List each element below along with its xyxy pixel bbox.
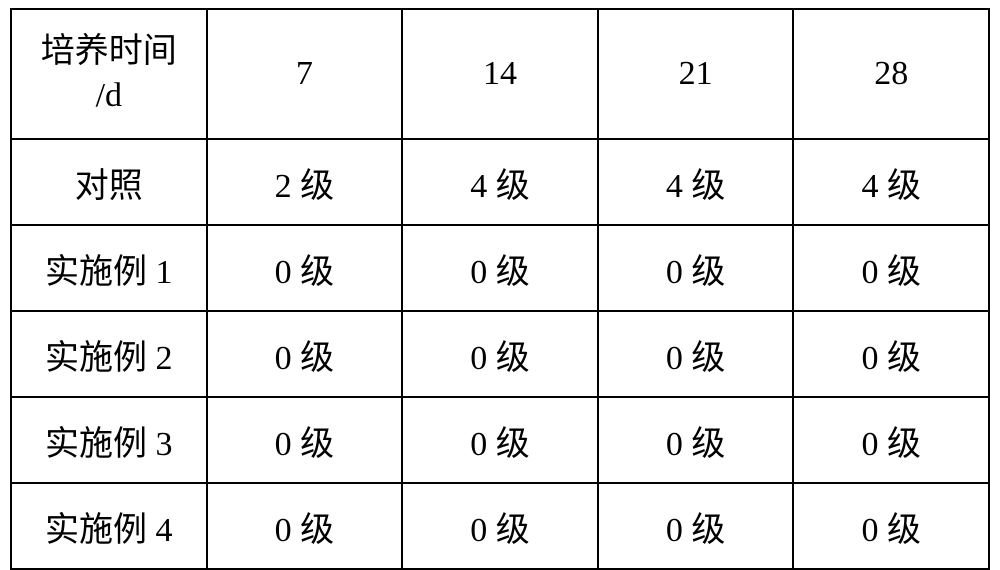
table-row: 对照 2 级 4 级 4 级 4 级 — [11, 139, 989, 225]
header-rowlabel-line1: 培养时间 — [12, 30, 206, 74]
row-cell: 0 级 — [207, 397, 403, 483]
row-cell: 0 级 — [793, 397, 989, 483]
row-cell: 0 级 — [598, 225, 794, 311]
row-cell: 0 级 — [598, 483, 794, 569]
table-header-row: 培养时间 /d 7 14 21 28 — [11, 9, 989, 139]
row-cell: 4 级 — [402, 139, 598, 225]
row-label: 实施例 2 — [11, 311, 207, 397]
table-row: 实施例 1 0 级 0 级 0 级 0 级 — [11, 225, 989, 311]
row-cell: 0 级 — [402, 483, 598, 569]
row-cell: 0 级 — [402, 311, 598, 397]
table-row: 实施例 2 0 级 0 级 0 级 0 级 — [11, 311, 989, 397]
row-label: 实施例 1 — [11, 225, 207, 311]
header-col-4: 28 — [793, 9, 989, 139]
row-cell: 0 级 — [598, 311, 794, 397]
row-cell: 0 级 — [402, 397, 598, 483]
row-cell: 4 级 — [793, 139, 989, 225]
data-table: 培养时间 /d 7 14 21 28 对照 2 级 4 级 4 级 4 级 实施… — [10, 8, 990, 570]
row-cell: 0 级 — [402, 225, 598, 311]
header-rowlabel: 培养时间 /d — [11, 9, 207, 139]
row-cell: 4 级 — [598, 139, 794, 225]
row-cell: 2 级 — [207, 139, 403, 225]
table-container: 培养时间 /d 7 14 21 28 对照 2 级 4 级 4 级 4 级 实施… — [0, 0, 1000, 569]
header-col-2: 14 — [402, 9, 598, 139]
header-rowlabel-line2: /d — [12, 74, 206, 118]
row-cell: 0 级 — [207, 483, 403, 569]
row-cell: 0 级 — [598, 397, 794, 483]
row-cell: 0 级 — [207, 311, 403, 397]
table-row: 实施例 3 0 级 0 级 0 级 0 级 — [11, 397, 989, 483]
row-label: 对照 — [11, 139, 207, 225]
table-row: 实施例 4 0 级 0 级 0 级 0 级 — [11, 483, 989, 569]
header-col-3: 21 — [598, 9, 794, 139]
row-cell: 0 级 — [793, 483, 989, 569]
row-label: 实施例 4 — [11, 483, 207, 569]
row-cell: 0 级 — [793, 311, 989, 397]
header-col-1: 7 — [207, 9, 403, 139]
row-cell: 0 级 — [207, 225, 403, 311]
row-label: 实施例 3 — [11, 397, 207, 483]
row-cell: 0 级 — [793, 225, 989, 311]
